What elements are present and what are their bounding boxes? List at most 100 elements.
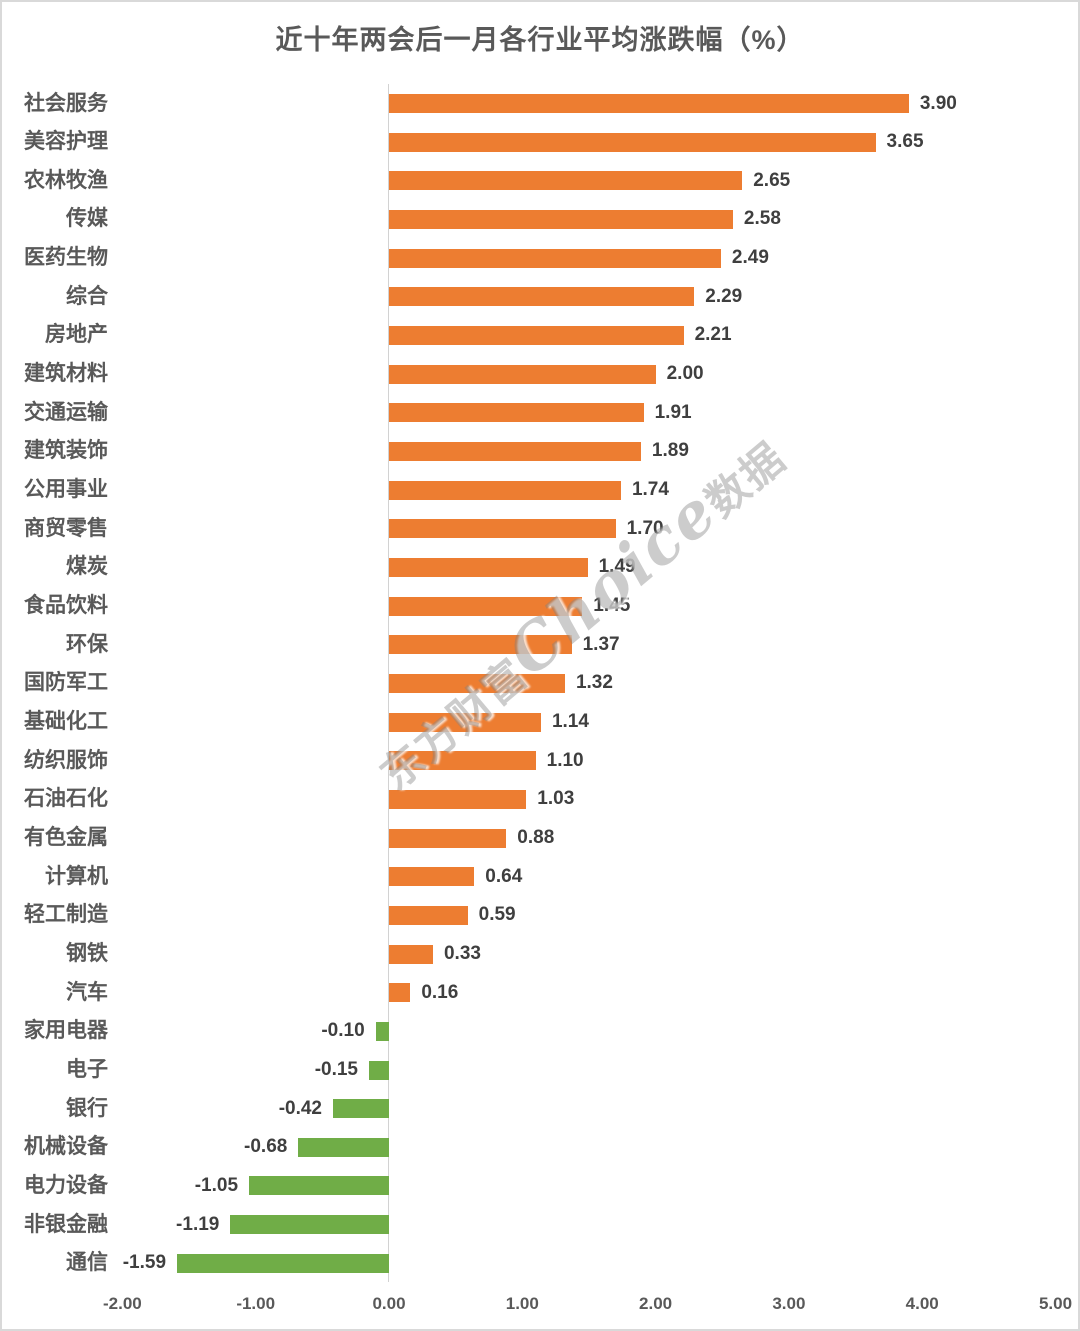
- category-label: 房地产: [45, 323, 108, 347]
- bar: [230, 1215, 389, 1235]
- bar: [389, 867, 475, 887]
- bar-value-label: 2.00: [666, 363, 704, 385]
- bar-value-label: 3.90: [919, 92, 957, 114]
- bar: [389, 171, 743, 191]
- bar: [389, 132, 876, 152]
- category-label: 机械设备: [24, 1135, 108, 1159]
- bar-value-label: 0.59: [478, 904, 516, 926]
- bar: [389, 557, 588, 577]
- bar: [375, 1021, 389, 1041]
- bar-value-label: 3.65: [886, 131, 924, 153]
- category-label: 综合: [66, 284, 108, 308]
- bar: [389, 983, 411, 1003]
- category-label: 公用事业: [24, 478, 108, 502]
- bar: [333, 1099, 389, 1119]
- x-tick-label: -1.00: [236, 1294, 276, 1313]
- category-label: 商贸零售: [24, 516, 108, 540]
- category-label: 通信: [66, 1251, 108, 1275]
- bar-value-label: -0.15: [314, 1059, 358, 1080]
- bar: [389, 828, 507, 848]
- category-label: 银行: [66, 1096, 108, 1120]
- x-tick-label: 1.00: [505, 1294, 539, 1313]
- bar-value-label: -1.59: [122, 1252, 167, 1274]
- x-tick-label: 4.00: [905, 1294, 939, 1313]
- category-label: 有色金属: [24, 826, 108, 850]
- bar: [389, 712, 541, 732]
- bar: [389, 635, 572, 655]
- bar-value-label: 0.88: [517, 827, 555, 849]
- bar: [249, 1176, 389, 1196]
- x-tick-label: 0.00: [372, 1294, 406, 1313]
- category-label: 食品饮料: [24, 594, 108, 618]
- bar-value-label: 1.37: [582, 633, 620, 655]
- bar-value-label: 1.49: [598, 556, 636, 578]
- category-label: 基础化工: [24, 710, 108, 734]
- bar-value-label: 1.14: [551, 711, 589, 733]
- category-label: 钢铁: [66, 942, 108, 966]
- bar: [389, 519, 616, 539]
- category-label: 非银金融: [24, 1212, 108, 1236]
- bar: [389, 789, 527, 809]
- bar-value-label: 1.89: [651, 440, 689, 462]
- bar-value-label: -0.68: [244, 1136, 288, 1158]
- bar-value-label: -1.19: [176, 1213, 220, 1235]
- bar: [389, 209, 733, 229]
- bar-value-label: -0.10: [321, 1020, 365, 1042]
- category-label: 汽车: [66, 980, 108, 1004]
- category-label: 交通运输: [24, 400, 108, 424]
- category-label: 农林牧渔: [24, 168, 108, 192]
- bar-value-label: 0.64: [485, 865, 523, 887]
- bar: [389, 248, 721, 268]
- category-label: 计算机: [45, 864, 108, 888]
- bar-value-label: -1.05: [194, 1174, 239, 1196]
- category-label: 医药生物: [24, 246, 108, 270]
- bar: [298, 1137, 389, 1157]
- x-tick-label: -2.00: [103, 1294, 142, 1313]
- category-label: 电力设备: [24, 1173, 108, 1197]
- bar: [389, 673, 565, 693]
- x-tick-label: 5.00: [1038, 1294, 1073, 1313]
- category-label: 国防军工: [24, 671, 108, 695]
- category-label: 纺织服饰: [24, 748, 108, 772]
- zero-axis-line: [388, 84, 389, 1282]
- category-label: 轻工制造: [24, 903, 108, 927]
- bar: [389, 364, 656, 384]
- bar-value-label: 2.29: [705, 285, 743, 307]
- category-label: 建筑装饰: [24, 439, 108, 463]
- bar: [389, 441, 641, 461]
- category-label: 社会服务: [24, 91, 108, 115]
- chart-title: 近十年两会后一月各行业平均涨跌幅（%）: [275, 25, 805, 55]
- bar-value-label: 2.58: [743, 208, 781, 230]
- category-label: 石油石化: [24, 787, 108, 811]
- bar-value-label: 0.33: [443, 943, 481, 965]
- bar: [389, 325, 684, 345]
- bar-value-label: 1.74: [631, 479, 669, 501]
- category-label: 传媒: [66, 207, 108, 231]
- x-tick-label: 2.00: [639, 1294, 673, 1313]
- bar-value-label: 1.70: [626, 517, 664, 539]
- bar-value-label: 2.21: [694, 324, 732, 346]
- bar: [177, 1253, 389, 1273]
- category-label: 环保: [66, 632, 108, 656]
- category-label: 煤炭: [66, 555, 108, 579]
- category-label: 电子: [66, 1058, 108, 1081]
- bar: [389, 480, 621, 500]
- category-label: 建筑材料: [24, 362, 108, 386]
- bar: [369, 1060, 389, 1080]
- category-label: 家用电器: [24, 1019, 108, 1043]
- bar: [389, 287, 695, 307]
- bar: [389, 751, 536, 771]
- bar-value-label: 1.03: [537, 788, 575, 810]
- bar-value-label: -0.42: [278, 1097, 322, 1119]
- bar-value-label: 2.65: [753, 169, 791, 191]
- category-label: 美容护理: [24, 130, 108, 154]
- bar: [389, 905, 468, 925]
- bar-value-label: 2.49: [731, 247, 769, 269]
- bar: [389, 596, 583, 616]
- bar: [389, 94, 909, 113]
- watermark-middle: Choice: [493, 474, 731, 691]
- bar-value-label: 0.16: [421, 981, 459, 1003]
- bar-value-label: 1.10: [546, 749, 584, 771]
